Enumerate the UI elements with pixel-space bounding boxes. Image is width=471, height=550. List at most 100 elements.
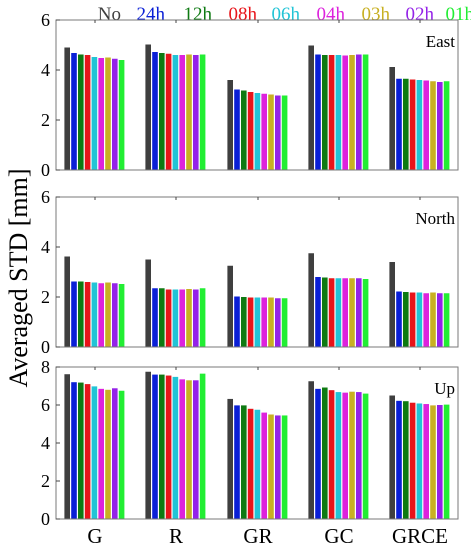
bar-east-gc-03h — [349, 55, 355, 170]
bar-north-gc-04h — [342, 278, 348, 347]
bar-north-grce-12h — [403, 292, 409, 347]
bar-east-grce-03h — [430, 81, 436, 170]
y-axis-label: Averaged STD [mm] — [4, 168, 33, 387]
bar-north-r-24h — [152, 288, 158, 347]
y-tick-label: 2 — [41, 110, 50, 130]
bar-north-gc-01h — [362, 279, 369, 347]
bar-north-r-01h — [199, 288, 206, 347]
bar-east-r-24h — [152, 52, 158, 170]
bar-east-gr-02h — [275, 95, 281, 170]
y-tick-label: 6 — [41, 187, 50, 207]
bar-up-gc-24h — [315, 388, 321, 519]
bar-up-grce-01h — [443, 404, 450, 519]
bar-north-g-02h — [112, 283, 118, 347]
bar-north-r-02h — [193, 289, 199, 347]
y-tick-label: 2 — [41, 287, 50, 307]
bar-east-grce-02h — [437, 82, 443, 170]
bar-east-r-06h — [172, 55, 179, 170]
bar-east-grce-06h — [416, 80, 423, 170]
bar-north-r-03h — [186, 289, 192, 347]
bar-north-r-08h — [165, 289, 172, 347]
bar-up-gc-08h — [328, 390, 335, 519]
bar-north-gc-12h — [322, 277, 328, 347]
bar-north-gr-01h — [281, 298, 288, 347]
bar-east-gc-No — [308, 45, 314, 170]
bar-up-gr-No — [227, 398, 233, 519]
bar-up-r-No — [145, 371, 151, 519]
bar-north-g-08h — [84, 282, 91, 347]
bar-east-g-12h — [78, 54, 84, 170]
bar-east-gc-01h — [362, 54, 369, 170]
bar-north-grce-24h — [396, 291, 402, 347]
bar-up-r-24h — [152, 374, 158, 519]
bar-up-gc-03h — [349, 391, 355, 519]
panel-label-east: East — [426, 32, 456, 51]
y-tick-label: 6 — [41, 395, 50, 415]
bar-north-grce-06h — [416, 292, 423, 347]
bar-north-gc-06h — [335, 278, 342, 347]
bar-up-gc-12h — [322, 387, 328, 519]
bar-north-r-12h — [159, 288, 165, 347]
bar-up-g-06h — [91, 386, 98, 519]
panel-label-up: Up — [434, 379, 455, 398]
bar-east-r-04h — [179, 55, 185, 170]
x-tick-label-r: R — [169, 524, 183, 548]
bar-east-grce-01h — [443, 81, 450, 170]
bar-up-gr-02h — [275, 415, 281, 519]
bar-north-g-24h — [71, 281, 77, 347]
bar-up-gc-06h — [335, 392, 342, 519]
bar-north-gc-03h — [349, 278, 355, 347]
bar-east-g-03h — [105, 57, 111, 170]
bar-north-gc-08h — [328, 278, 335, 347]
x-tick-label-gr: GR — [243, 524, 272, 548]
bar-east-gr-08h — [247, 92, 254, 170]
bar-up-g-04h — [98, 388, 104, 519]
bar-north-gr-No — [227, 265, 233, 347]
bar-east-r-02h — [193, 55, 199, 170]
legend-entry-03h: 03h — [362, 4, 391, 25]
bar-east-gr-04h — [261, 93, 267, 170]
bar-east-g-08h — [84, 55, 91, 170]
bar-east-g-No — [64, 47, 70, 170]
bar-east-grce-04h — [423, 80, 429, 170]
bar-up-grce-04h — [423, 404, 429, 519]
bar-up-r-01h — [199, 373, 206, 519]
bar-up-grce-12h — [403, 401, 409, 519]
bar-up-gc-No — [308, 381, 314, 519]
bar-up-gc-02h — [356, 392, 362, 519]
y-tick-label: 4 — [41, 60, 50, 80]
y-tick-label: 4 — [41, 237, 50, 257]
panel-east: 0 2 4 6 East — [41, 10, 459, 180]
bar-north-grce-02h — [437, 293, 443, 347]
bar-north-g-04h — [98, 283, 104, 347]
bar-north-gc-02h — [356, 278, 362, 347]
bar-up-r-12h — [159, 374, 165, 519]
bar-north-r-06h — [172, 289, 179, 347]
x-tick-label-grce: GRCE — [392, 524, 448, 548]
bar-north-g-03h — [105, 282, 111, 347]
bar-east-grce-12h — [403, 78, 409, 170]
panel-frame — [55, 19, 459, 171]
bar-north-grce-03h — [430, 292, 436, 347]
legend-entry-12h: 12h — [184, 4, 213, 25]
x-axis-tick-labels: G R GR GC GRCE — [87, 524, 448, 548]
panel-north: 0 2 4 6 North — [41, 187, 459, 357]
bar-up-r-08h — [165, 375, 172, 519]
bar-up-grce-02h — [437, 405, 443, 519]
bar-north-grce-01h — [443, 293, 450, 347]
bar-east-gc-06h — [335, 55, 342, 170]
x-tick-label-g: G — [87, 524, 102, 548]
panel-up: 0 2 4 6 8 Up — [41, 357, 459, 529]
bar-up-grce-No — [389, 395, 395, 519]
bar-east-gc-02h — [356, 54, 362, 170]
bar-north-gr-06h — [254, 297, 261, 347]
bar-east-r-01h — [199, 54, 206, 170]
bar-up-gc-01h — [362, 393, 369, 519]
bar-up-gc-04h — [342, 392, 348, 519]
bar-up-gr-12h — [241, 405, 247, 519]
panel-frame — [55, 196, 459, 348]
y-tick-label: 0 — [41, 509, 50, 529]
bar-north-r-No — [145, 259, 151, 347]
bar-east-grce-08h — [409, 79, 416, 170]
